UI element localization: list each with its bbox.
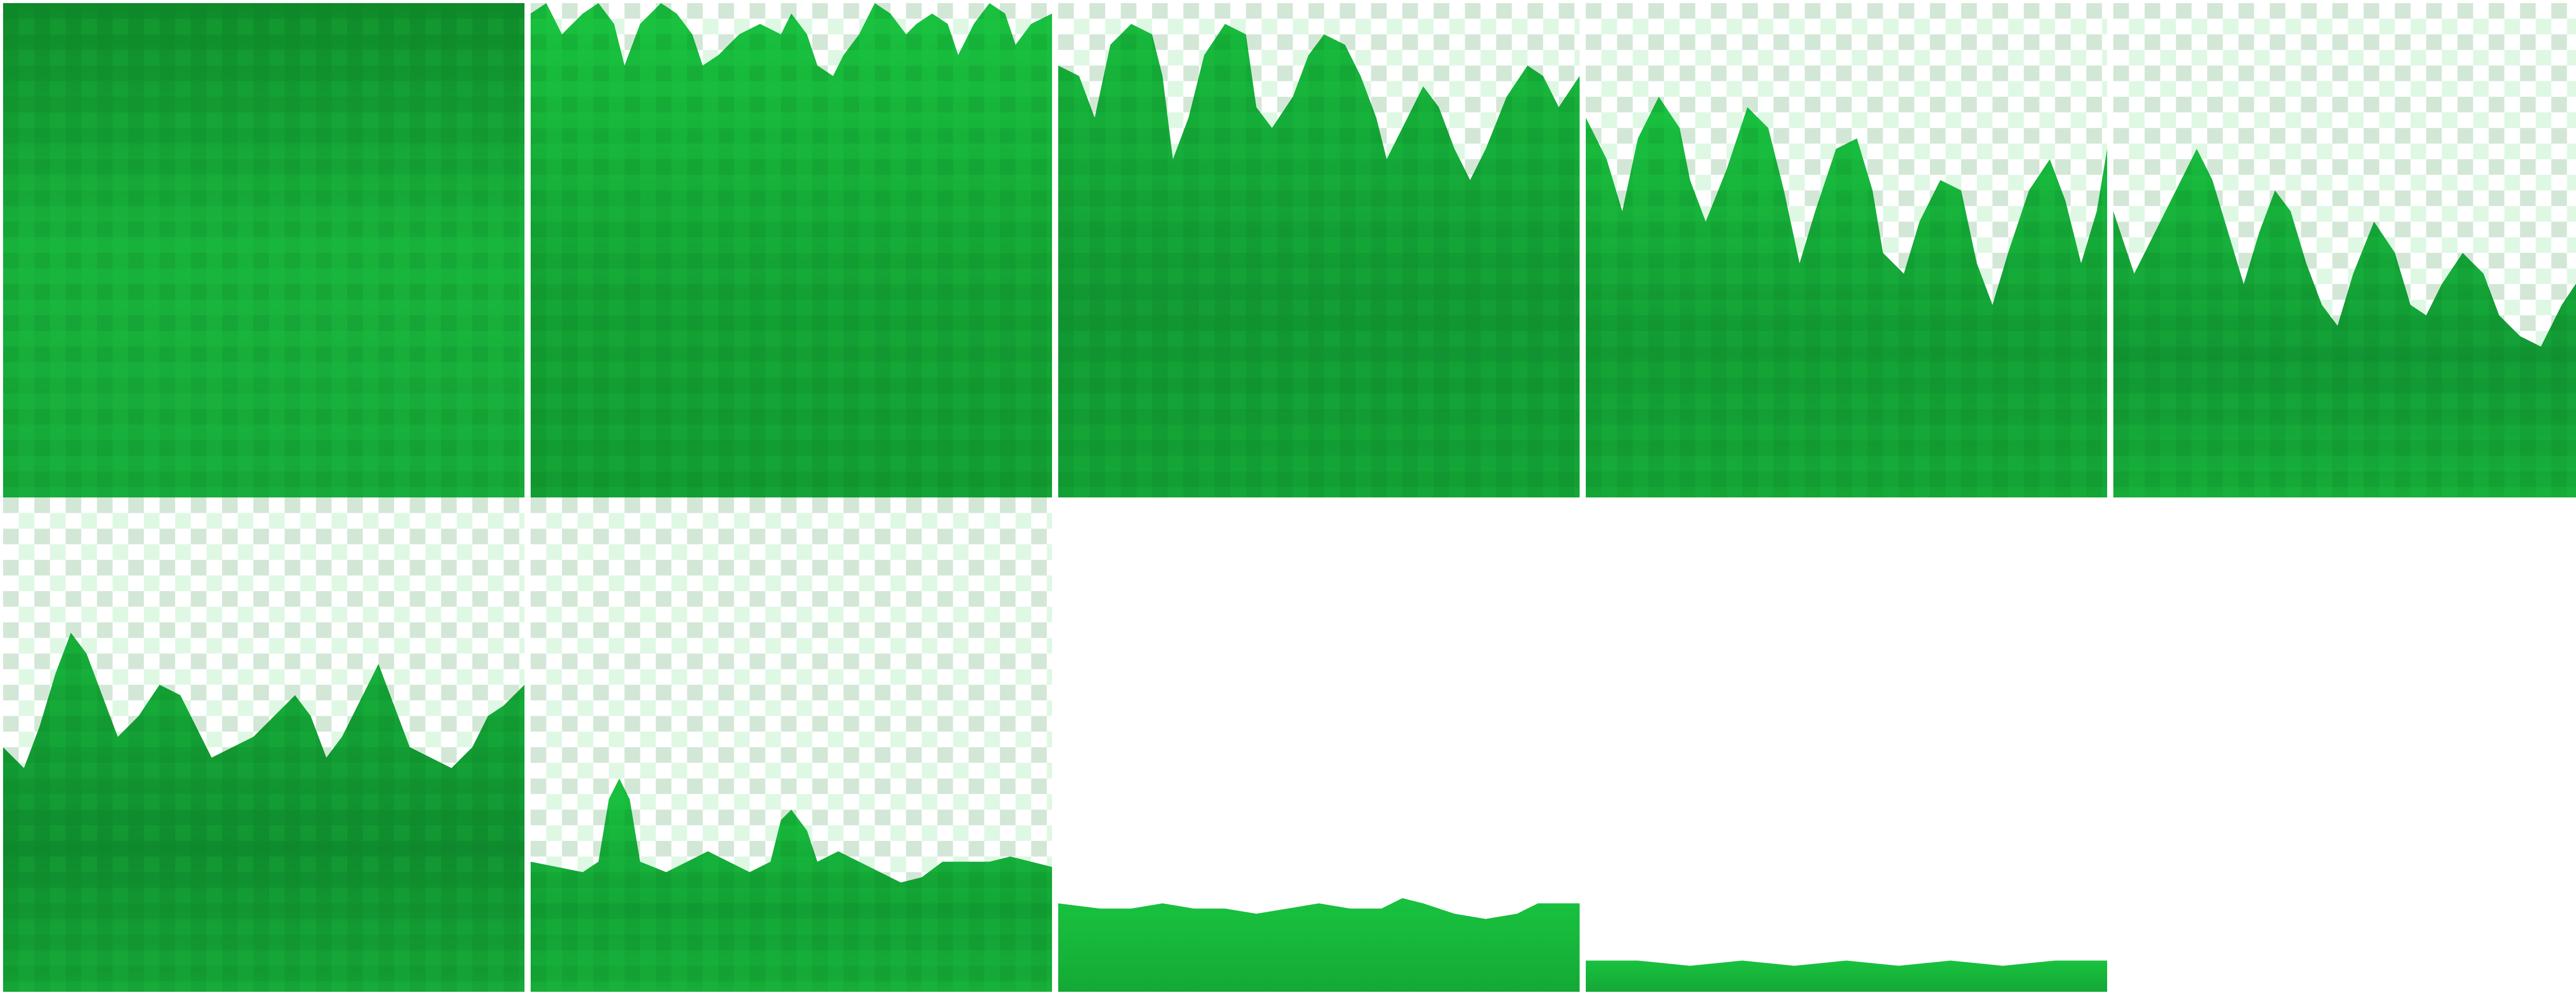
grass-frame-1-graphic xyxy=(3,3,524,497)
grass-frame-1 xyxy=(3,3,524,497)
grass-frame-4-graphic xyxy=(1586,3,2107,497)
grass-frame-3 xyxy=(1058,3,1580,497)
grass-frame-9 xyxy=(1586,497,2107,992)
grass-frame-7-graphic xyxy=(531,497,1052,992)
grass-frame-6 xyxy=(3,497,524,992)
grass-frame-6-graphic xyxy=(3,497,524,992)
grass-frame-8 xyxy=(1058,497,1580,992)
grass-frame-5 xyxy=(2113,3,2576,497)
grass-frame-5-graphic xyxy=(2113,3,2576,497)
grass-frame-3-graphic xyxy=(1058,3,1580,497)
grass-frame-9-graphic xyxy=(1586,960,2107,992)
grass-frame-2-graphic xyxy=(531,3,1052,497)
grass-frame-7 xyxy=(531,497,1052,992)
grass-frame-8-graphic xyxy=(1058,898,1580,992)
grass-frame-4 xyxy=(1586,3,2107,497)
grass-frame-2 xyxy=(531,3,1052,497)
